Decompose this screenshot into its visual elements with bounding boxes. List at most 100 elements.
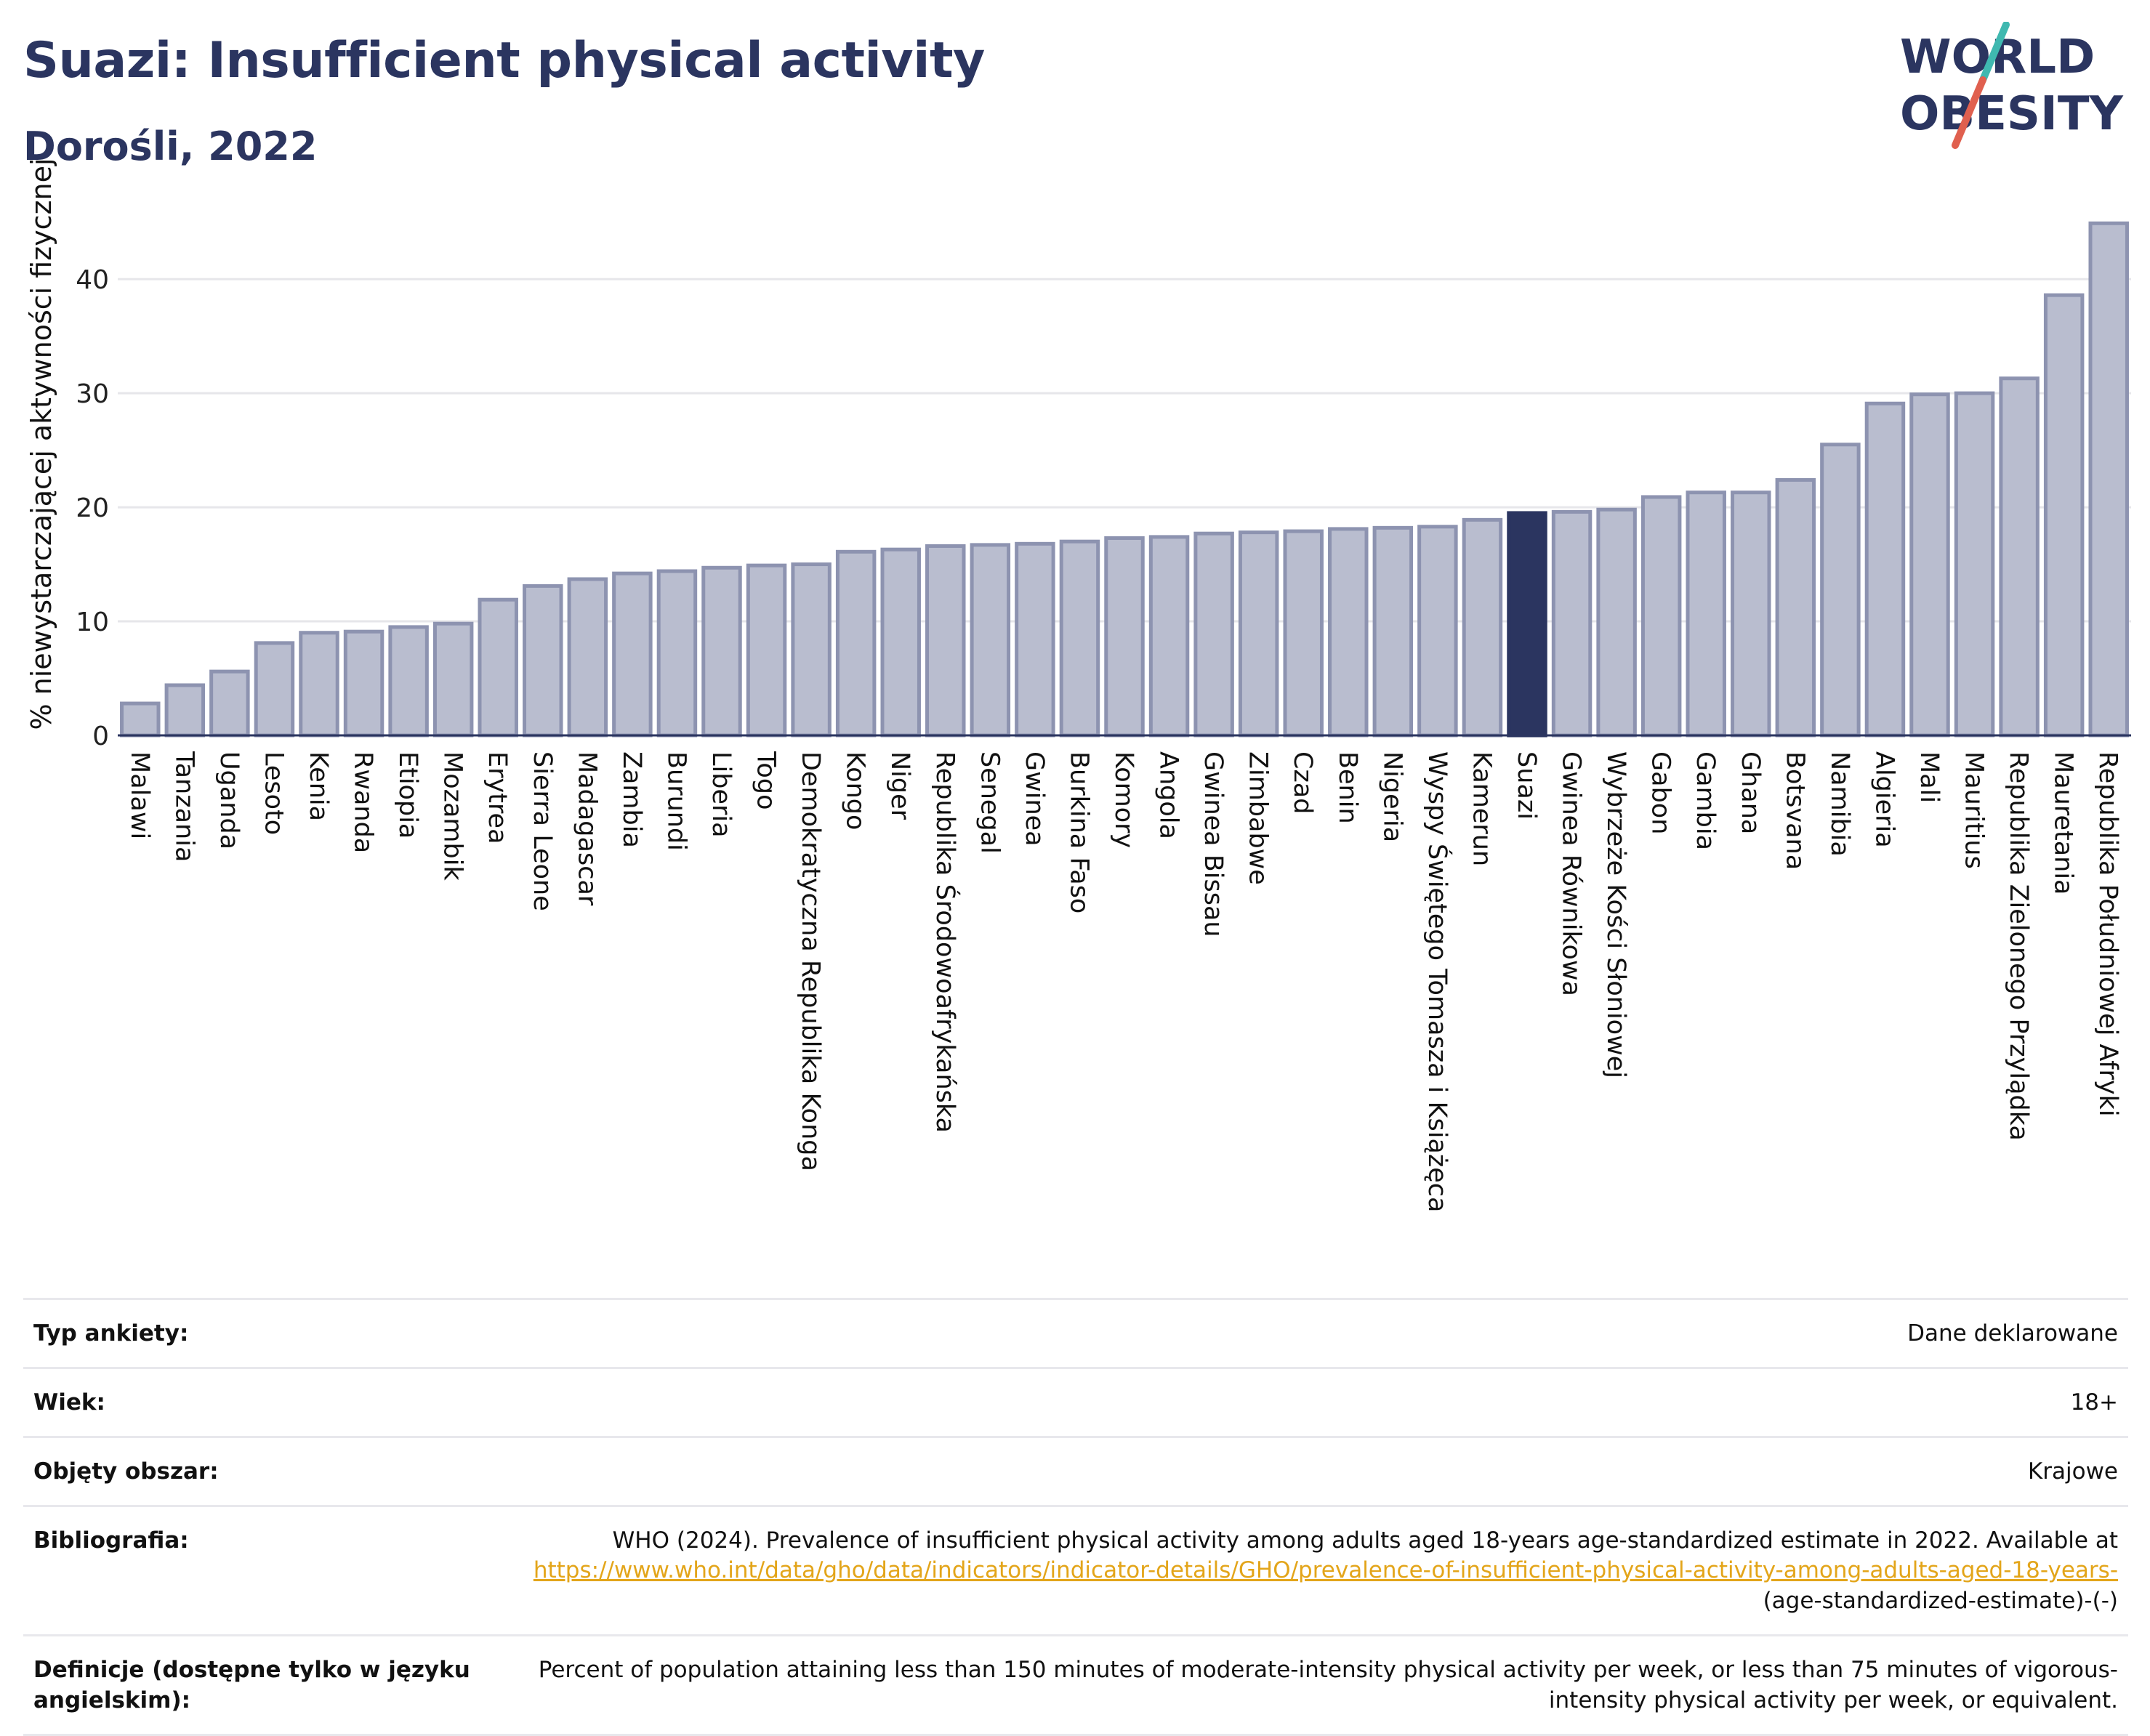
x-tick-label: Namibia — [1825, 751, 1854, 857]
x-tick-label: Algieria — [1869, 751, 1899, 848]
x-tick-label: Kamerun — [1467, 751, 1496, 866]
x-tick-label: Gwinea — [1020, 751, 1049, 847]
x-tick-label: Benin — [1333, 751, 1362, 824]
bar — [1238, 530, 1279, 738]
bar — [2043, 293, 2085, 738]
meta-value: 18+ — [494, 1366, 2128, 1437]
bar — [880, 547, 921, 738]
meta-value: Dane deklarowane — [494, 1298, 2128, 1368]
x-tick-label: Botsvana — [1780, 751, 1809, 870]
bar — [1864, 401, 1906, 738]
bar — [299, 631, 339, 738]
meta-row-definitions: Definicje (dostępne tylko w języku angie… — [23, 1634, 2128, 1736]
bar — [1551, 509, 1593, 738]
x-tick-label: Angola — [1154, 751, 1183, 839]
y-axis-ticks: 0 10 20 30 40 — [76, 265, 109, 751]
x-tick-label: Republika Środowoafrykańska — [930, 751, 961, 1133]
bar — [1104, 536, 1145, 738]
bar — [1909, 392, 1950, 738]
bar — [925, 544, 966, 738]
bar — [432, 621, 474, 738]
x-tick-label: Czad — [1288, 751, 1317, 814]
bar — [567, 577, 608, 738]
bar — [209, 669, 250, 738]
bar — [1775, 477, 1816, 738]
x-tick-label: Gwinea Równikowa — [1557, 751, 1586, 996]
x-tick-label: Niger — [885, 751, 914, 820]
meta-value: WHO (2024). Prevalence of insufficient p… — [494, 1504, 2128, 1636]
x-tick-label: Wyspy Świętego Tomasza i Książęca — [1422, 751, 1453, 1212]
bar — [478, 597, 518, 738]
meta-key: Bibliografia: — [23, 1504, 494, 1636]
bar — [746, 563, 787, 738]
x-tick-label: Republika Zielonego Przylądka — [2004, 751, 2033, 1141]
bar — [1015, 541, 1055, 738]
x-tick-label: Erytrea — [483, 751, 512, 844]
metadata-table: Typ ankiety: Dane deklarowane Wiek: 18+ … — [23, 1298, 2128, 1736]
y-tick-label: 10 — [76, 607, 109, 637]
x-tick-label: Suazi — [1512, 751, 1541, 820]
x-tick-label: Mauritius — [1960, 751, 1989, 869]
y-tick-label: 20 — [76, 493, 109, 523]
bar — [120, 701, 161, 738]
x-tick-label: Demokratyczna Republika Konga — [796, 751, 825, 1171]
bar-highlighted — [1507, 511, 1547, 738]
bar — [1999, 376, 2040, 738]
bar — [523, 584, 563, 738]
meta-row-survey-type: Typ ankiety: Dane deklarowane — [23, 1298, 2128, 1368]
y-tick-label: 30 — [76, 379, 109, 409]
x-tick-label: Gwinea Bissau — [1199, 751, 1228, 937]
x-tick-label: Wybrzeże Kości Słoniowej — [1601, 751, 1630, 1078]
bar — [1372, 525, 1414, 738]
meta-value: Percent of population attaining less tha… — [494, 1634, 2128, 1736]
x-tick-label: Tanzania — [169, 751, 198, 862]
bar — [701, 565, 742, 738]
bar — [1820, 443, 1861, 738]
x-tick-label: Burundi — [661, 751, 691, 851]
x-tick-label: Togo — [752, 751, 781, 810]
bar — [656, 569, 698, 738]
bars — [120, 221, 2129, 738]
meta-row-bibliography: Bibliografia: WHO (2024). Prevalence of … — [23, 1504, 2128, 1636]
x-tick-label: Gambia — [1691, 751, 1720, 850]
x-tick-label: Lesoto — [259, 751, 288, 835]
bar — [1417, 525, 1458, 738]
meta-key: Definicje (dostępne tylko w języku angie… — [23, 1634, 494, 1736]
x-tick-label: Liberia — [706, 751, 736, 838]
meta-key: Objęty obszar: — [23, 1435, 494, 1506]
bar — [254, 641, 295, 738]
meta-value: Krajowe — [494, 1435, 2128, 1506]
chart-subtitle: Dorośli, 2022 — [23, 124, 318, 169]
x-tick-label: Rwanda — [349, 751, 378, 853]
x-tick-label: Kenia — [304, 751, 333, 821]
x-tick-label: Senegal — [975, 751, 1004, 854]
meta-row-coverage: Objęty obszar: Krajowe — [23, 1435, 2128, 1506]
x-tick-label: Madagascar — [572, 751, 601, 906]
bar — [1283, 529, 1324, 738]
bibliography-link[interactable]: https://www.who.int/data/gho/data/indica… — [533, 1557, 2118, 1584]
x-tick-label: Gabon — [1646, 751, 1675, 834]
bar — [1954, 391, 1995, 738]
chart-title: Suazi: Insufficient physical activity — [23, 32, 985, 89]
y-tick-label: 40 — [76, 265, 109, 295]
bar — [388, 625, 429, 738]
bar — [1193, 531, 1234, 738]
bar — [1731, 490, 1771, 738]
x-tick-label: Mozambik — [438, 751, 467, 881]
bar — [1686, 490, 1726, 738]
bar — [1462, 517, 1503, 738]
bar — [612, 571, 653, 738]
x-tick-label: Sierra Leone — [528, 751, 557, 911]
bar — [1596, 507, 1637, 738]
y-axis-title: % niewystarczającej aktywności fizycznej — [25, 158, 57, 730]
bar — [164, 683, 206, 738]
bar — [791, 562, 832, 738]
bar — [1148, 535, 1190, 738]
x-tick-label: Ghana — [1736, 751, 1765, 834]
x-tick-label: Etiopia — [393, 751, 422, 839]
bar-chart: 0 10 20 30 40 Malawi Tanzania Uganda Lesoto Keni… — [25, 158, 2131, 1212]
bar — [2088, 221, 2129, 738]
y-tick-label: 0 — [92, 722, 109, 751]
x-tick-label: Kongo — [841, 751, 870, 830]
x-tick-label: Nigeria — [1377, 751, 1406, 842]
